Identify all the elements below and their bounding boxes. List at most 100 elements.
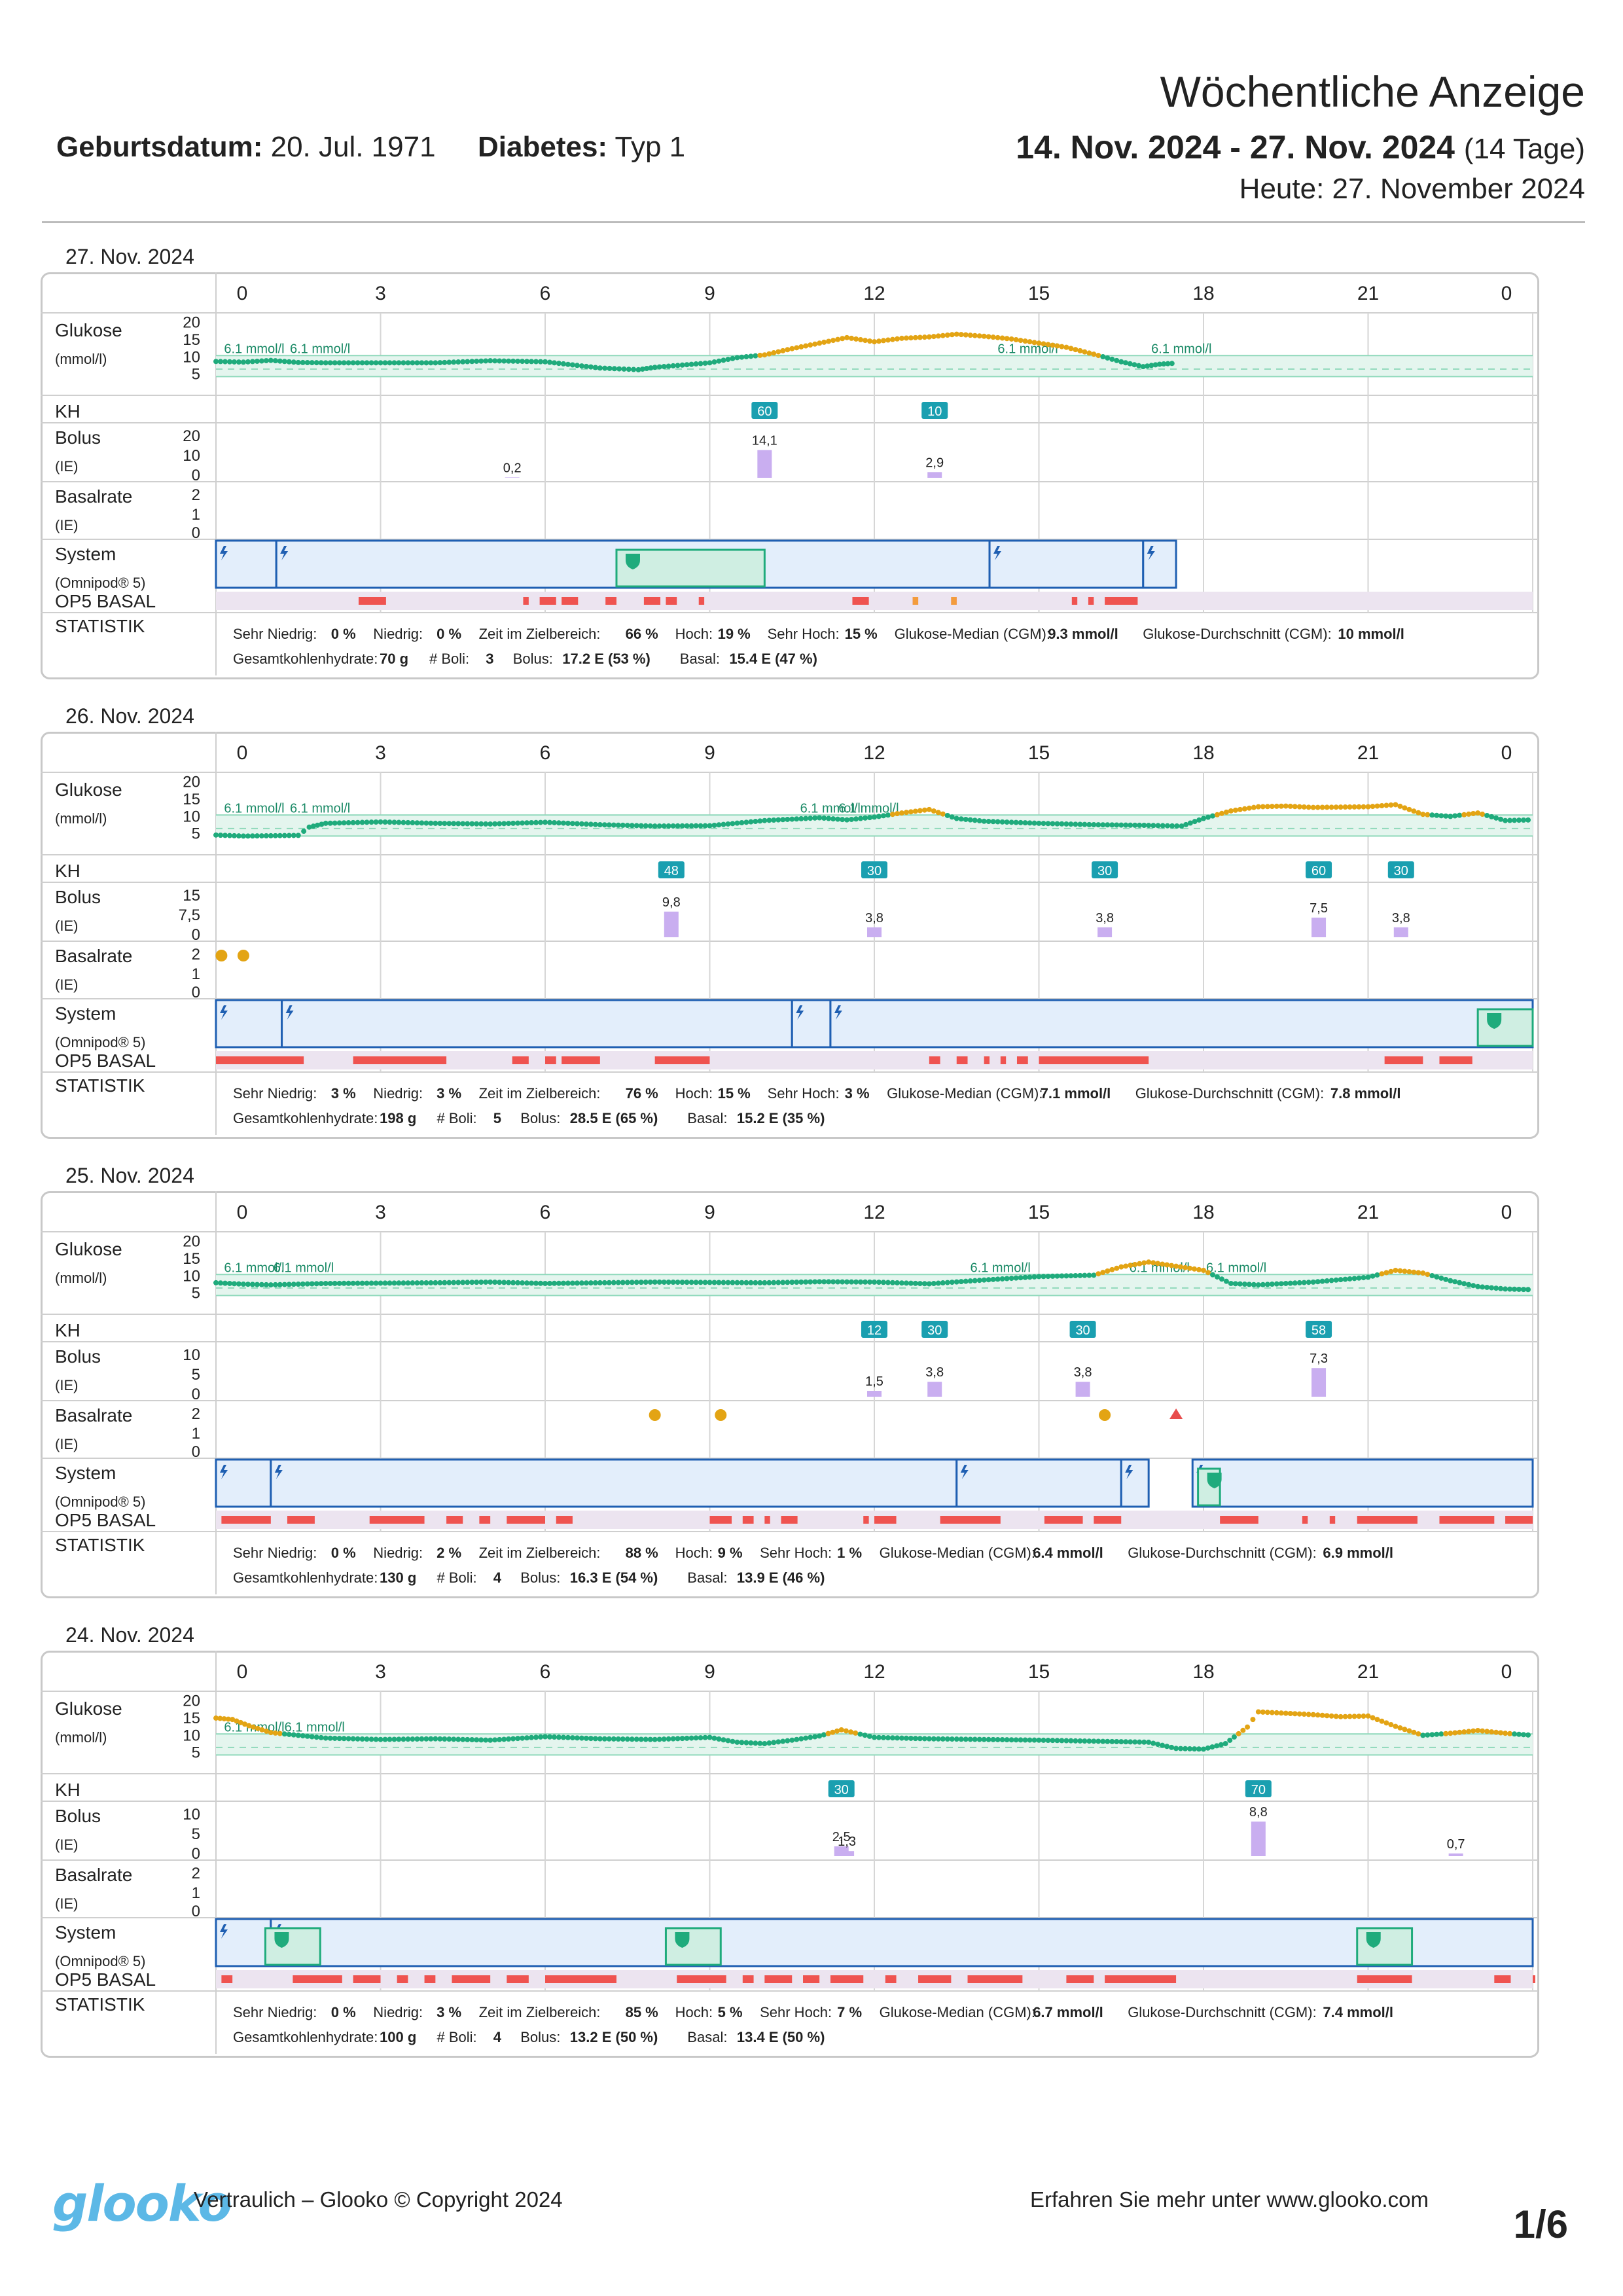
glucose-point	[546, 1280, 552, 1286]
bolus-value-label: 8,8	[1249, 1805, 1268, 1820]
glucose-point	[1150, 1260, 1156, 1266]
glucose-point	[976, 333, 982, 339]
glucose-point	[976, 1278, 982, 1283]
hour-tick-label: 21	[1357, 283, 1379, 304]
glucose-point	[707, 1280, 713, 1285]
glucose-point	[437, 1280, 443, 1285]
op5-basal-mark	[1094, 1516, 1122, 1524]
glucose-point	[323, 360, 329, 366]
glucose-point	[240, 359, 246, 365]
bolt-icon	[796, 1005, 804, 1020]
kh-badge-label: 12	[867, 1323, 882, 1338]
glucose-point	[931, 1281, 936, 1287]
stat-label: Glukose-Durchschnitt (CGM):	[1128, 1545, 1317, 1561]
glucose-point	[1073, 347, 1079, 353]
glucose-point	[1411, 1269, 1417, 1275]
target-value-label: 6.1 mmol/l	[290, 801, 350, 816]
stat-label: Basal:	[687, 1570, 727, 1586]
glucose-point	[1484, 812, 1490, 818]
glucose-point	[1525, 1287, 1531, 1293]
glucose-point	[543, 1734, 548, 1740]
glucose-point	[812, 341, 818, 347]
glucose-point	[803, 343, 809, 349]
glucose-point	[652, 365, 658, 370]
glucose-point	[981, 1277, 987, 1283]
stat-label: Basal:	[687, 1110, 727, 1126]
bolus-bar	[1251, 1821, 1266, 1856]
glucose-row-label: Glukose	[55, 320, 122, 340]
glucose-tick-label: 10	[183, 808, 200, 825]
glucose-point	[693, 361, 699, 367]
glucose-point	[1222, 1741, 1228, 1747]
glucose-point	[510, 1280, 516, 1285]
glucose-point	[346, 820, 351, 826]
glucose-point	[702, 823, 708, 829]
glucose-point	[1264, 804, 1270, 810]
bolus-tick-label: 0	[192, 1845, 200, 1863]
kh-badge	[1069, 1321, 1096, 1338]
stat-label: Bolus:	[520, 1110, 560, 1126]
glucose-point	[1109, 822, 1115, 828]
glucose-point	[1240, 1727, 1246, 1733]
glucose-point	[272, 1730, 278, 1736]
glucose-point	[551, 360, 557, 366]
op5-basal-mark	[221, 1975, 233, 1983]
glucose-point	[899, 1280, 904, 1286]
basal-tick-label: 2	[192, 946, 200, 963]
stats-row-label: STATISTIK	[55, 1075, 145, 1096]
glucose-point	[1013, 819, 1019, 825]
glucose-point	[497, 1280, 503, 1285]
glucose-point	[368, 1736, 374, 1742]
stat-value: 15.2 E (35 %)	[737, 1110, 825, 1126]
glucose-point	[1443, 813, 1449, 819]
glucose-point	[574, 1735, 580, 1741]
glucose-point	[825, 1731, 831, 1736]
glucose-point	[1301, 1280, 1307, 1285]
glucose-point	[912, 808, 918, 814]
glucose-point	[1082, 1738, 1088, 1744]
glucose-point	[606, 1280, 612, 1285]
glucose-point	[1260, 804, 1266, 810]
glucose-point	[867, 1279, 873, 1285]
basal-unit-label: (IE)	[55, 977, 78, 993]
stat-value: 100 g	[380, 2029, 416, 2045]
glucose-point	[894, 1280, 900, 1285]
glucose-point	[1096, 822, 1101, 828]
glucose-point	[743, 819, 749, 825]
glucose-point	[1429, 1273, 1435, 1279]
bolus-bar	[1075, 1382, 1090, 1397]
glucose-point	[716, 1280, 722, 1285]
op5-basal-mark	[918, 1975, 952, 1983]
glucose-point	[1237, 1281, 1243, 1287]
glucose-point	[757, 818, 763, 824]
glucose-point	[533, 819, 539, 825]
glucose-point	[903, 1280, 909, 1286]
glucose-point	[1438, 1731, 1444, 1737]
glucose-tick-label: 10	[183, 1727, 200, 1744]
glucose-point	[644, 366, 650, 372]
stat-label: Hoch:	[675, 626, 713, 642]
glucose-point	[1036, 820, 1042, 826]
op5-basal-mark	[358, 597, 386, 605]
glucose-point	[1183, 1265, 1188, 1270]
glucose-point	[808, 816, 813, 821]
target-value-label: 6.1 mmol/l	[971, 1261, 1031, 1275]
op5-basal-mark	[1044, 1516, 1083, 1524]
basal-tick-label: 2	[192, 1405, 200, 1423]
glucose-point	[711, 1735, 717, 1741]
glucose-point	[771, 350, 777, 356]
glucose-point	[858, 816, 864, 821]
glucose-point	[835, 336, 841, 342]
bolus-unit-label: (IE)	[55, 458, 78, 475]
glucose-point	[291, 1282, 296, 1287]
glucose-point	[1260, 1709, 1266, 1715]
glucose-point	[926, 334, 932, 340]
glucose-point	[1269, 804, 1275, 810]
kh-badge	[1306, 1321, 1332, 1338]
bolt-icon	[220, 1924, 228, 1939]
glucose-row-label: Glukose	[55, 1698, 122, 1719]
glucose-point	[1503, 1286, 1508, 1292]
day-box	[41, 272, 1539, 679]
glucose-point	[862, 1732, 868, 1738]
glucose-point	[391, 1280, 397, 1286]
